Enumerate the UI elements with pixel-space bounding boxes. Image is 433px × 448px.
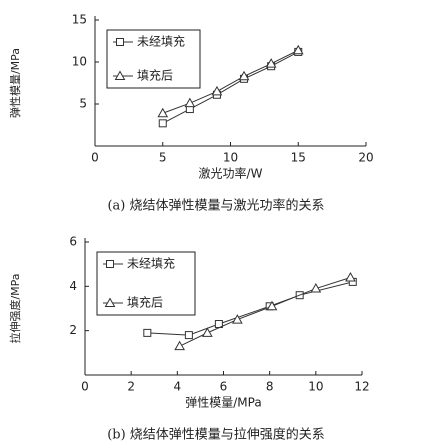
marker-triangle	[184, 97, 196, 108]
series-line	[162, 51, 299, 124]
legend-marker	[104, 297, 116, 307]
legend-marker	[106, 260, 114, 268]
series-line	[162, 49, 299, 114]
x-tick-label: 6	[220, 380, 228, 394]
marker-triangle	[310, 283, 322, 293]
y-axis-label: 拉伸强度/MPa	[8, 273, 22, 343]
y-tick-label: 10	[72, 55, 87, 69]
x-axis-label: 弹性模量/MPa	[185, 396, 261, 410]
marker-triangle	[201, 327, 213, 337]
marker-triangle	[231, 314, 243, 324]
legend-label: 填充后	[137, 68, 173, 83]
legend-label: 未经填充	[137, 34, 185, 49]
legend-label: 填充后	[127, 295, 163, 310]
x-tick-label: 10	[308, 380, 323, 394]
y-tick-label: 2	[69, 323, 77, 337]
x-tick-label: 12	[354, 380, 369, 394]
marker-triangle	[265, 58, 277, 68]
series-line	[179, 276, 351, 347]
x-tick-label: 10	[223, 151, 238, 165]
legend-box	[96, 251, 196, 316]
x-tick-label: 20	[358, 151, 373, 165]
x-tick-label: 5	[159, 151, 167, 165]
marker-square	[184, 331, 193, 340]
marker-triangle	[266, 300, 278, 311]
caption: (b) 烧结体弹性模量与拉伸强度的关系	[107, 427, 325, 443]
legend-marker	[114, 70, 126, 80]
marker-triangle	[174, 340, 185, 351]
x-tick-label: 0	[81, 380, 89, 394]
y-tick-label: 4	[69, 279, 77, 293]
marker-triangle	[345, 271, 356, 282]
marker-square	[143, 328, 152, 337]
x-tick-label: 4	[174, 380, 182, 394]
x-tick-label: 0	[91, 151, 99, 165]
y-tick-label: 15	[72, 13, 87, 27]
marker-square	[158, 119, 167, 128]
y-axis-label: 弹性模量/MPa	[8, 48, 22, 118]
caption: (a) 烧结体弹性模量与激光功率的关系	[107, 198, 324, 214]
legend-marker	[116, 38, 124, 46]
y-tick-label: 5	[79, 97, 87, 111]
marker-triangle	[157, 107, 169, 118]
x-axis-label: 激光功率/W	[199, 166, 263, 181]
marker-triangle	[211, 85, 223, 96]
marker-triangle	[238, 70, 250, 81]
legend-label: 未经填充	[127, 256, 175, 271]
series-line	[147, 281, 353, 336]
y-tick-label: 6	[69, 235, 77, 249]
x-tick-label: 15	[291, 151, 306, 165]
marker-triangle	[292, 44, 304, 55]
x-tick-label: 8	[266, 380, 274, 394]
x-tick-label: 2	[127, 380, 135, 394]
legend-box	[106, 29, 201, 89]
